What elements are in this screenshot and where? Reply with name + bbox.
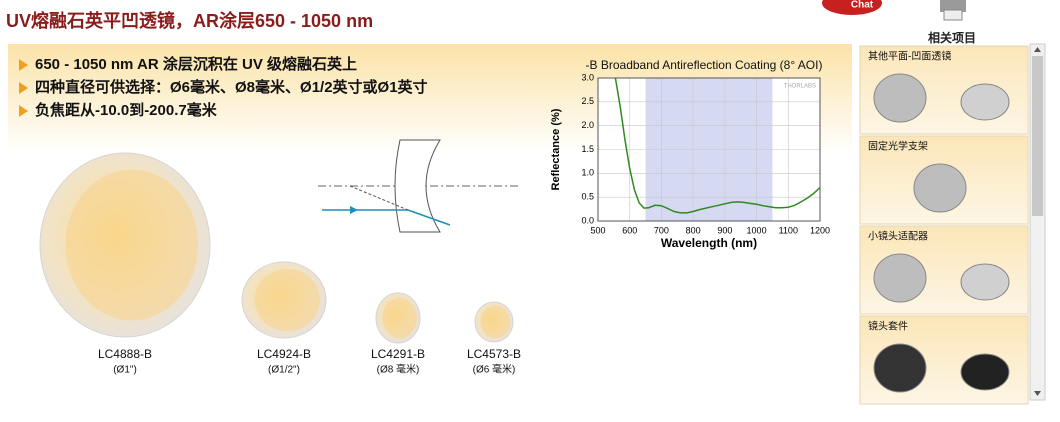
product-images: LC4888-B (Ø1") LC4924-B (Ø1/2") LC4291-B (Ø8 …: [39, 152, 521, 376]
y-tick-label: 2.5: [581, 96, 594, 106]
lens-inner: [382, 297, 417, 339]
sidebar-thumb: [960, 263, 1010, 301]
y-tick-label: 1.5: [581, 144, 594, 154]
y-tick-label: 0.5: [581, 192, 594, 202]
bullet-marker: [19, 59, 28, 71]
chat-button[interactable]: Chat: [822, 0, 882, 15]
chart-title: -B Broadband Antireflection Coating (8° …: [586, 58, 823, 72]
x-tick-label: 800: [686, 225, 701, 235]
lens-diagram: [318, 139, 518, 233]
x-tick-label: 1000: [747, 225, 767, 235]
sidebar-thumb: [873, 73, 927, 123]
chat-bubble[interactable]: [822, 0, 882, 15]
x-tick-label: 600: [622, 225, 637, 235]
related-heading: 相关项目: [928, 30, 976, 45]
virtual-ray: [349, 185, 409, 211]
ray-out: [407, 209, 451, 226]
scroll-up[interactable]: [1034, 47, 1041, 52]
product-name: LC4291-B: [371, 347, 425, 361]
product-size: (Ø1"): [113, 365, 137, 376]
sidebar-thumb: [873, 253, 927, 303]
print-button[interactable]: [940, 0, 966, 21]
x-axis-label: Wavelength (nm): [661, 236, 757, 250]
y-tick-label: 2.0: [581, 120, 594, 130]
page-title: UV熔融石英平凹透镜，AR涂层650 - 1050 nm: [6, 10, 373, 31]
x-tick-label: 700: [654, 225, 669, 235]
y-axis-label: Reflectance (%): [550, 108, 562, 190]
product-name: LC4573-B: [467, 347, 521, 361]
lens-inner: [480, 305, 511, 339]
bullet-text: 四种直径可供选择：Ø6毫米、Ø8毫米、Ø1/2英寸或Ø1英寸: [35, 78, 428, 96]
bullet-marker: [19, 82, 28, 94]
product-name: LC4924-B: [257, 347, 311, 361]
sidebar-label: 其他平面-凹面透镜: [868, 50, 951, 63]
bullet-text: 650 - 1050 nm AR 涂层沉积在 UV 级熔融石英上: [35, 55, 357, 73]
bullet-marker: [19, 105, 28, 117]
product-size: (Ø1/2"): [268, 365, 300, 376]
reflectance-line: [614, 77, 821, 214]
bullet-list: 650 - 1050 nm AR 涂层沉积在 UV 级熔融石英上四种直径可供选择…: [19, 55, 428, 119]
sidebar-thumb: [960, 353, 1010, 391]
product-size: (Ø8 毫米): [377, 363, 420, 376]
y-tick-label: 0.0: [581, 215, 594, 225]
sidebar-thumb: [873, 343, 927, 393]
watermark: THORLABS: [784, 84, 816, 90]
plot-frame: [597, 77, 821, 222]
x-tick-label: 500: [590, 225, 605, 235]
reflectance-chart: 500 600 700 800 900 1000 1100 1200 0.0 0.5 1.0 1.5 2…: [550, 58, 830, 250]
sidebar-label: 镜头套件: [868, 320, 908, 333]
chat-label[interactable]: Chat: [851, 0, 874, 11]
printer-body[interactable]: [940, 0, 966, 12]
product-name: LC4888-B: [98, 347, 152, 361]
sidebar-label: 固定光学支架: [868, 140, 928, 153]
sidebar-label: 小镜头适配器: [868, 230, 928, 243]
sidebar-thumb: [913, 163, 967, 213]
y-tick-label: 1.0: [581, 168, 594, 178]
printer-paper[interactable]: [943, 9, 963, 21]
sidebar-thumb: [960, 83, 1010, 121]
lens-inner: [254, 268, 321, 332]
scroll-down[interactable]: [1034, 391, 1041, 396]
bullet-text: 负焦距从-10.0到-200.7毫米: [35, 101, 218, 119]
ray-arrow: [350, 206, 358, 214]
x-tick-label: 900: [717, 225, 732, 235]
lens-inner: [65, 169, 199, 321]
scrollbar-thumb[interactable]: [1032, 56, 1043, 216]
y-tick-label: 3.0: [581, 72, 594, 82]
x-tick-label: 1100: [779, 225, 798, 235]
product-size: (Ø6 毫米): [473, 363, 516, 376]
x-tick-label: 1200: [810, 225, 830, 235]
